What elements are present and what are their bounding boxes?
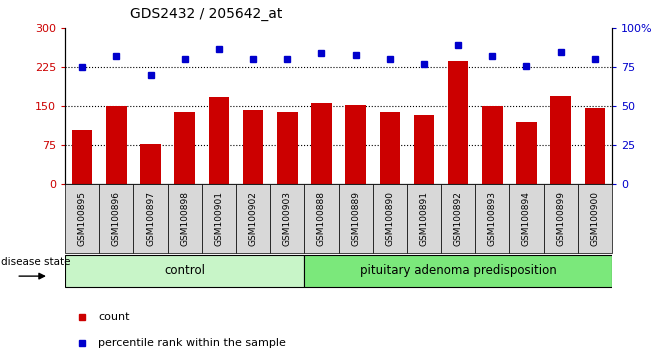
Text: GSM100898: GSM100898 <box>180 191 189 246</box>
Text: pituitary adenoma predisposition: pituitary adenoma predisposition <box>360 264 557 277</box>
Bar <box>516 122 536 184</box>
Bar <box>550 96 571 184</box>
Text: GSM100897: GSM100897 <box>146 191 155 246</box>
Bar <box>448 61 468 184</box>
Text: percentile rank within the sample: percentile rank within the sample <box>98 338 286 348</box>
Bar <box>441 184 475 253</box>
Bar <box>475 184 509 253</box>
Bar <box>65 255 304 287</box>
Text: GSM100888: GSM100888 <box>317 191 326 246</box>
Bar <box>311 103 331 184</box>
Bar <box>304 255 612 287</box>
Text: GSM100894: GSM100894 <box>522 191 531 246</box>
Bar <box>168 184 202 253</box>
Text: GSM100890: GSM100890 <box>385 191 395 246</box>
Bar <box>304 184 339 253</box>
Bar <box>345 105 366 184</box>
Bar <box>339 184 372 253</box>
Bar <box>585 108 605 184</box>
Bar <box>236 184 270 253</box>
Bar <box>509 184 544 253</box>
Text: count: count <box>98 312 130 322</box>
Bar <box>407 184 441 253</box>
Text: GSM100895: GSM100895 <box>77 191 87 246</box>
Text: GSM100891: GSM100891 <box>419 191 428 246</box>
Bar <box>372 184 407 253</box>
Text: GSM100902: GSM100902 <box>249 191 258 246</box>
Bar <box>577 184 612 253</box>
Text: GSM100903: GSM100903 <box>283 191 292 246</box>
Text: GSM100893: GSM100893 <box>488 191 497 246</box>
Bar <box>277 113 298 184</box>
Bar <box>133 184 168 253</box>
Bar <box>174 113 195 184</box>
Text: GSM100900: GSM100900 <box>590 191 600 246</box>
Text: GSM100892: GSM100892 <box>454 191 463 246</box>
Bar <box>99 184 133 253</box>
Text: GSM100899: GSM100899 <box>556 191 565 246</box>
Text: GDS2432 / 205642_at: GDS2432 / 205642_at <box>130 7 283 21</box>
Text: GSM100901: GSM100901 <box>214 191 223 246</box>
Bar <box>413 115 434 184</box>
Bar <box>72 130 92 184</box>
Bar <box>544 184 577 253</box>
Text: GSM100889: GSM100889 <box>351 191 360 246</box>
Bar <box>65 184 99 253</box>
Bar <box>208 97 229 184</box>
Bar <box>243 110 263 184</box>
Bar <box>140 144 161 184</box>
Bar <box>380 113 400 184</box>
Bar <box>106 106 126 184</box>
Bar <box>482 106 503 184</box>
Bar <box>270 184 304 253</box>
Text: control: control <box>164 264 205 277</box>
Text: GSM100896: GSM100896 <box>112 191 121 246</box>
Text: disease state: disease state <box>1 257 71 267</box>
Bar <box>202 184 236 253</box>
